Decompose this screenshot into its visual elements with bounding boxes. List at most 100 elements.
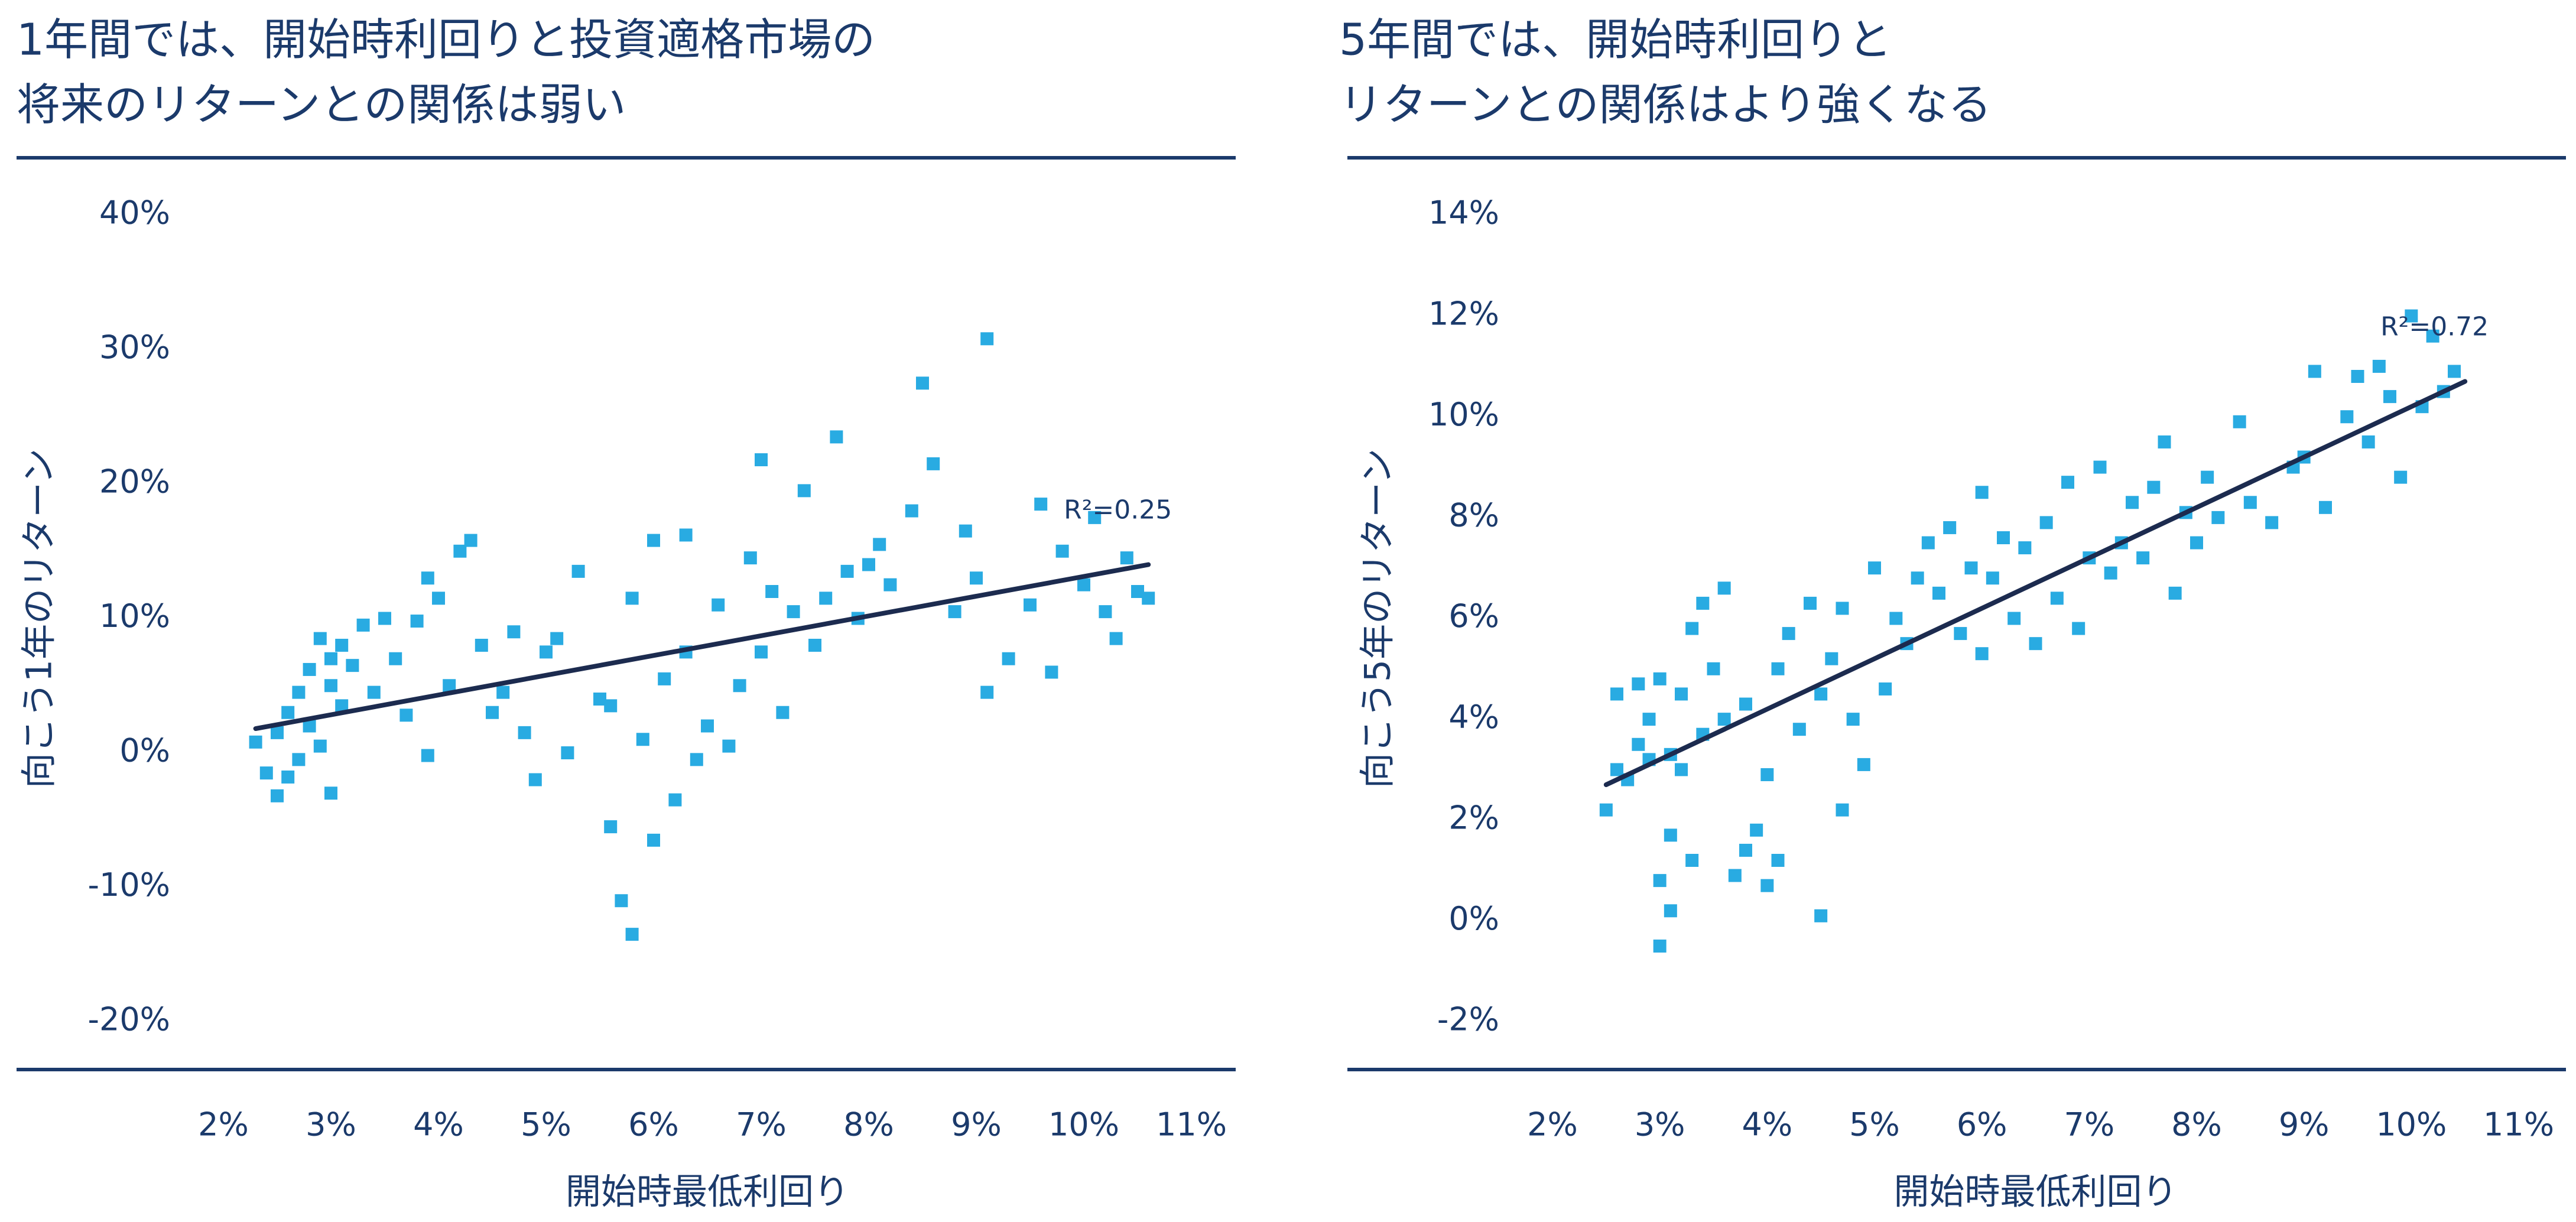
point xyxy=(1997,531,2010,544)
x-tick-label: 2% xyxy=(1527,1106,1578,1143)
point xyxy=(765,585,779,598)
point xyxy=(1045,665,1058,679)
point xyxy=(668,793,682,807)
y-tick-label: -20% xyxy=(87,1001,170,1038)
point xyxy=(1804,596,1817,610)
x-tick-label: 3% xyxy=(306,1106,356,1143)
point xyxy=(2018,541,2032,555)
point xyxy=(1685,854,1699,867)
point xyxy=(873,538,886,551)
x-tick-label: 11% xyxy=(2483,1106,2554,1143)
point xyxy=(1857,758,1870,771)
point xyxy=(540,645,553,659)
point xyxy=(303,662,316,676)
point xyxy=(1120,551,1133,565)
point xyxy=(1024,598,1037,612)
point xyxy=(335,639,349,652)
point xyxy=(1632,677,1645,691)
point xyxy=(604,699,618,713)
point xyxy=(625,928,639,941)
point xyxy=(389,652,402,665)
point xyxy=(496,685,510,699)
point xyxy=(808,639,821,652)
r-squared: R²=0.72 xyxy=(2380,312,2489,342)
point xyxy=(1717,713,1731,726)
point xyxy=(1782,627,1795,641)
chart-title: 1年間では、開始時利回りと投資適格市場の xyxy=(17,15,875,66)
x-tick-label: 4% xyxy=(1742,1106,1792,1143)
point xyxy=(518,726,531,739)
y-axis-label: 向こう1年のリターン xyxy=(19,448,60,788)
point xyxy=(733,679,746,693)
chart-title: リターンとの関係はより強くなる xyxy=(1339,80,1992,131)
point xyxy=(561,746,574,759)
point xyxy=(421,749,434,762)
point xyxy=(378,612,391,625)
point xyxy=(615,894,628,908)
y-tick-label: -2% xyxy=(1437,1001,1499,1038)
point xyxy=(313,632,327,645)
point xyxy=(819,592,833,605)
point xyxy=(948,605,961,619)
point xyxy=(464,534,477,547)
point xyxy=(1653,940,1667,953)
y-tick-label: 4% xyxy=(1448,698,1499,736)
x-tick-label: 6% xyxy=(1957,1106,2007,1143)
point xyxy=(658,672,671,685)
point xyxy=(1975,486,1989,499)
point xyxy=(432,592,445,605)
point xyxy=(1814,687,1828,701)
point xyxy=(1696,596,1710,610)
y-tick-label: 12% xyxy=(1428,295,1499,332)
x-tick-label: 5% xyxy=(1849,1106,1900,1143)
point xyxy=(2351,370,2364,383)
x-axis-label: 開始時最低利回り xyxy=(566,1172,849,1213)
point xyxy=(1846,713,1860,726)
point xyxy=(249,735,262,749)
point xyxy=(271,726,284,739)
point xyxy=(2029,637,2042,651)
x-tick-label: 6% xyxy=(628,1106,679,1143)
point xyxy=(356,618,370,632)
point xyxy=(1760,879,1774,892)
x-tick-label: 3% xyxy=(1635,1106,1685,1143)
point xyxy=(1610,763,1623,776)
point xyxy=(2372,359,2386,373)
point xyxy=(2308,365,2321,378)
point xyxy=(2158,435,2171,448)
point xyxy=(2361,435,2375,448)
x-tick-label: 4% xyxy=(413,1106,464,1143)
point xyxy=(313,739,327,753)
point xyxy=(281,706,295,719)
point xyxy=(1055,544,1069,558)
point xyxy=(1771,854,1785,867)
point xyxy=(830,430,843,444)
point xyxy=(2072,622,2086,635)
point xyxy=(1642,713,1656,726)
point xyxy=(1825,652,1838,665)
point xyxy=(722,739,736,753)
point xyxy=(1889,612,1903,625)
y-tick-label: 2% xyxy=(1448,799,1499,836)
point xyxy=(690,753,703,766)
point xyxy=(755,453,768,467)
point xyxy=(324,679,337,693)
point xyxy=(271,789,284,802)
y-tick-label: 10% xyxy=(99,597,170,635)
point xyxy=(862,558,875,571)
point xyxy=(281,770,295,784)
point xyxy=(1836,602,1849,615)
point xyxy=(346,659,359,672)
point xyxy=(292,685,306,699)
point xyxy=(905,504,918,518)
point xyxy=(679,528,693,542)
point xyxy=(1034,498,1048,511)
point xyxy=(2394,470,2408,484)
point xyxy=(1002,652,1015,665)
x-tick-label: 7% xyxy=(2064,1106,2114,1143)
point xyxy=(970,571,983,585)
x-tick-label: 5% xyxy=(521,1106,571,1143)
y-tick-label: 0% xyxy=(1448,900,1499,937)
point xyxy=(1836,803,1849,817)
